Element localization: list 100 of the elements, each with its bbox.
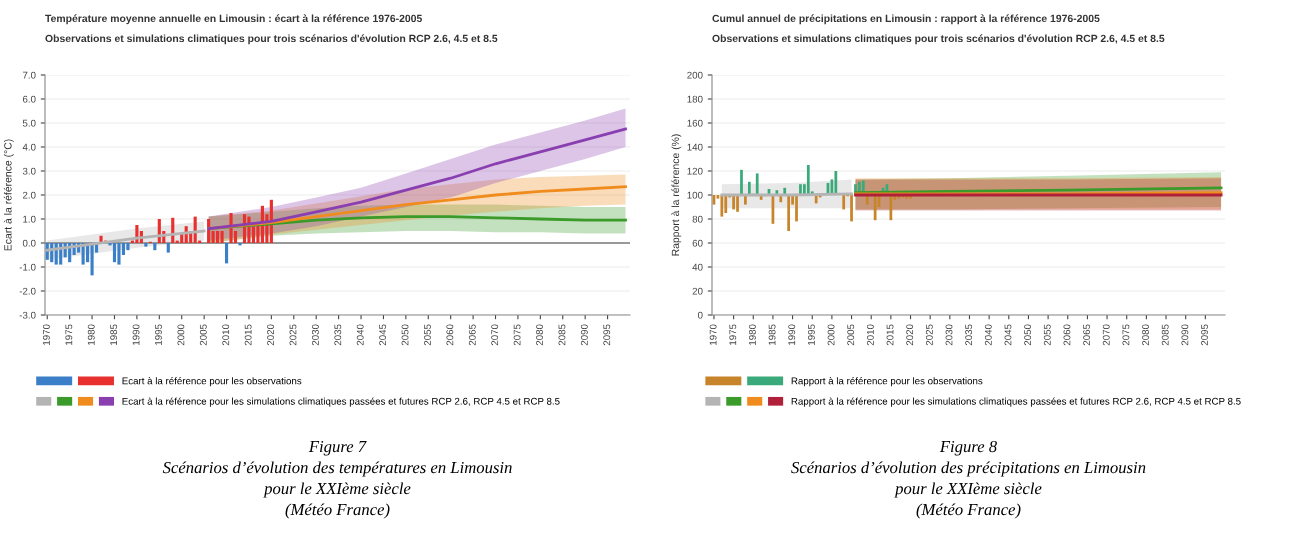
- x-tick-label: 2015: [244, 324, 252, 346]
- x-tick-label: 1980: [87, 324, 95, 345]
- x-tick-label: 2040: [356, 324, 364, 346]
- x-tick-label: 2000: [827, 324, 835, 346]
- x-tick-label: 2005: [199, 324, 207, 346]
- x-tick-label: 1995: [155, 324, 162, 345]
- legend-label: Ecart à la référence pour les simulations climatiques passées et futures RCP 2.6, RCP 4.5 et RCP 8.5: [122, 397, 560, 407]
- bar: [112, 243, 117, 263]
- y-tick-label: -2.0: [19, 287, 36, 295]
- bar: [736, 195, 739, 212]
- x-tick-label: 1985: [110, 324, 118, 345]
- legend-label: Ecart à la référence pour les observations: [122, 377, 302, 387]
- caption: Figure 8: [939, 440, 997, 456]
- bar: [806, 165, 810, 195]
- legend-label: Rapport à la référence pour les observations: [791, 377, 983, 387]
- bar: [755, 173, 759, 195]
- x-tick-label: 2010: [222, 324, 230, 346]
- chart-title: Cumul annuel de précipitations en Limousin : rapport à la référence 1976-2005: [712, 14, 1100, 25]
- y-tick-label: 200: [687, 71, 703, 79]
- bar: [724, 195, 728, 213]
- y-tick-label: 60: [692, 239, 703, 247]
- bar: [153, 243, 157, 251]
- y-axis-title: Rapport à la référence (%): [671, 134, 682, 256]
- text: pour le XXIème siècle: [894, 482, 1042, 498]
- x-tick-label: 1975: [729, 324, 737, 345]
- x-tick-label: 1970: [42, 324, 50, 345]
- x-tick-label: 2080: [536, 324, 543, 346]
- x-tick-label: 2025: [925, 324, 933, 346]
- x-tick-label: 2075: [1122, 324, 1130, 346]
- chart-subtitle: Observations et simulations climatiques pour trois scénarios d'évolution RCP 2.6, 4.5 et 8.5: [45, 34, 498, 45]
- bar: [216, 231, 220, 243]
- x-tick-label: 1975: [65, 324, 73, 345]
- x-tick-label: 1995: [807, 324, 815, 345]
- x-tick-label: 2050: [1024, 324, 1032, 346]
- x-tick-label: 2045: [1004, 324, 1012, 346]
- x-tick-label: 2060: [1063, 324, 1071, 346]
- x-tick-label: 2050: [401, 324, 409, 346]
- y-tick-label: 0: [697, 311, 703, 319]
- chart-title: Température moyenne annuelle en Limousin : écart à la référence 1976-2005: [45, 14, 422, 25]
- x-tick-label: 2030: [311, 324, 319, 346]
- bar: [720, 195, 724, 217]
- y-tick-label: 0.0: [22, 239, 36, 247]
- x-tick-label: 2065: [468, 324, 476, 346]
- text: (Météo France): [916, 503, 1021, 519]
- x-tick-label: 2090: [1181, 324, 1189, 346]
- line-series: [207, 127, 627, 230]
- y-tick-label: 180: [687, 95, 703, 103]
- text: pour le XXIème siècle: [263, 482, 411, 498]
- bar: [211, 231, 215, 243]
- x-tick-label: 2045: [379, 324, 387, 346]
- x-tick-label: 2020: [267, 324, 274, 346]
- y-tick-label: 4.0: [22, 143, 36, 151]
- x-tick-label: 2070: [1102, 324, 1110, 346]
- y-tick-label: 7.0: [22, 71, 36, 79]
- y-tick-label: 160: [687, 119, 703, 127]
- y-tick-label: 80: [692, 215, 703, 223]
- x-tick-label: 2055: [1043, 324, 1051, 346]
- bar: [220, 231, 224, 243]
- bar: [842, 195, 846, 210]
- x-tick-label: 2070: [491, 324, 499, 346]
- text: Scénarios d’évolution des températures en Limousin: [162, 461, 512, 477]
- x-tick-label: 1990: [788, 324, 796, 345]
- y-tick-label: 100: [687, 191, 703, 199]
- text: (Météo France): [285, 503, 390, 519]
- legend-label: Rapport à la référence pour les simulations climatiques passées et futures RCP 2.6, RCP 4.5 et RCP 8.5: [791, 397, 1241, 407]
- bar: [117, 243, 121, 265]
- x-tick-label: 2065: [1083, 324, 1091, 346]
- y-tick-label: 1.0: [23, 215, 36, 223]
- bar: [238, 243, 242, 246]
- x-tick-label: 2030: [945, 324, 953, 346]
- x-tick-label: 2010: [866, 324, 874, 346]
- y-tick-label: 6.0: [22, 95, 36, 103]
- bar: [224, 243, 229, 264]
- x-tick-label: 2090: [580, 324, 588, 346]
- x-tick-label: 1970: [709, 324, 717, 345]
- y-tick-label: -1.0: [19, 263, 36, 271]
- x-tick-label: 1985: [768, 324, 776, 345]
- bar: [889, 195, 893, 221]
- x-tick-label: 2035: [334, 324, 342, 346]
- bar: [126, 243, 130, 251]
- y-axis-title: Ecart à la référence (°C): [3, 139, 14, 251]
- caption: Figure 7: [308, 440, 367, 456]
- y-tick-label: 120: [687, 167, 703, 175]
- x-tick-label: 2000: [177, 324, 185, 346]
- x-tick-label: 1980: [749, 324, 756, 345]
- y-tick-label: 3.0: [22, 167, 36, 175]
- x-tick-label: 2020: [906, 324, 914, 346]
- x-tick-label: 2040: [984, 324, 992, 346]
- bar: [834, 171, 838, 195]
- bar: [873, 195, 877, 221]
- chart-subtitle: Observations et simulations climatiques pour trois scénarios d'évolution RCP 2.6, 4.5 et 8.5: [712, 34, 1165, 45]
- bar: [732, 195, 735, 210]
- text: Scénarios d’évolution des précipitations en Limousin: [791, 461, 1146, 477]
- bar: [850, 195, 853, 222]
- bar: [795, 195, 798, 222]
- x-tick-label: 2080: [1142, 324, 1149, 346]
- y-tick-label: 40: [692, 263, 703, 271]
- y-tick-label: 20: [692, 287, 703, 295]
- x-tick-label: 2095: [603, 324, 611, 346]
- bar: [740, 169, 743, 195]
